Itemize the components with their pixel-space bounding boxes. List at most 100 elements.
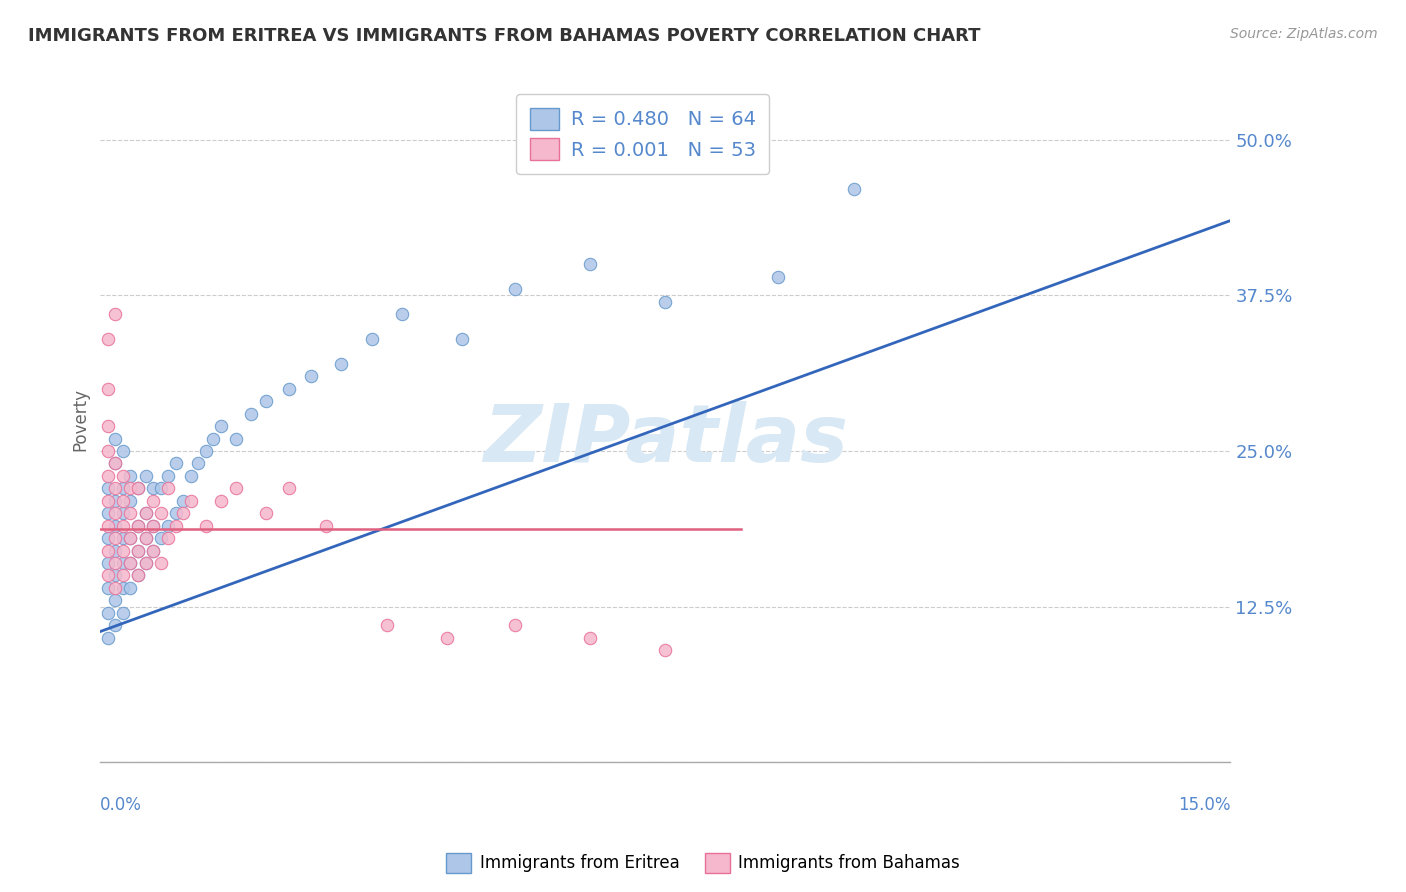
- Point: [97, 606, 120, 620]
- Point: [120, 531, 142, 545]
- Point: [157, 481, 180, 495]
- Point: [111, 468, 134, 483]
- Point: [360, 332, 382, 346]
- Point: [149, 481, 172, 495]
- Point: [120, 468, 142, 483]
- Point: [104, 506, 127, 520]
- Point: [165, 457, 187, 471]
- Point: [111, 444, 134, 458]
- Point: [111, 581, 134, 595]
- Point: [135, 506, 157, 520]
- Point: [97, 568, 120, 582]
- Point: [127, 543, 149, 558]
- Point: [104, 457, 127, 471]
- Point: [104, 581, 127, 595]
- Point: [579, 631, 602, 645]
- Point: [451, 332, 474, 346]
- Point: [142, 518, 165, 533]
- Point: [157, 518, 180, 533]
- Point: [97, 468, 120, 483]
- Point: [104, 568, 127, 582]
- Point: [180, 468, 202, 483]
- Point: [142, 481, 165, 495]
- Point: [111, 506, 134, 520]
- Point: [127, 518, 149, 533]
- Point: [127, 568, 149, 582]
- Point: [97, 481, 120, 495]
- Point: [135, 506, 157, 520]
- Point: [111, 518, 134, 533]
- Point: [165, 518, 187, 533]
- Point: [104, 543, 127, 558]
- Point: [172, 493, 194, 508]
- Point: [104, 556, 127, 570]
- Point: [120, 556, 142, 570]
- Point: [277, 481, 299, 495]
- Point: [172, 506, 194, 520]
- Point: [579, 257, 602, 271]
- Legend: R = 0.480   N = 64, R = 0.001   N = 53: R = 0.480 N = 64, R = 0.001 N = 53: [516, 94, 769, 174]
- Legend: Immigrants from Eritrea, Immigrants from Bahamas: Immigrants from Eritrea, Immigrants from…: [440, 847, 966, 880]
- Point: [277, 382, 299, 396]
- Point: [97, 631, 120, 645]
- Point: [375, 618, 398, 632]
- Point: [97, 581, 120, 595]
- Point: [299, 369, 322, 384]
- Point: [254, 506, 277, 520]
- Point: [127, 481, 149, 495]
- Point: [842, 182, 865, 196]
- Point: [503, 282, 526, 296]
- Point: [157, 468, 180, 483]
- Point: [149, 556, 172, 570]
- Y-axis label: Poverty: Poverty: [72, 388, 89, 451]
- Point: [135, 556, 157, 570]
- Point: [97, 493, 120, 508]
- Point: [330, 357, 353, 371]
- Point: [104, 432, 127, 446]
- Point: [202, 432, 225, 446]
- Point: [111, 531, 134, 545]
- Point: [254, 394, 277, 409]
- Point: [104, 593, 127, 607]
- Point: [135, 531, 157, 545]
- Point: [104, 618, 127, 632]
- Text: 0.0%: 0.0%: [100, 797, 142, 814]
- Point: [104, 481, 127, 495]
- Point: [165, 506, 187, 520]
- Text: Source: ZipAtlas.com: Source: ZipAtlas.com: [1230, 27, 1378, 41]
- Point: [120, 481, 142, 495]
- Point: [194, 444, 217, 458]
- Point: [111, 543, 134, 558]
- Point: [391, 307, 413, 321]
- Point: [120, 581, 142, 595]
- Point: [104, 518, 127, 533]
- Point: [120, 506, 142, 520]
- Point: [142, 543, 165, 558]
- Point: [97, 382, 120, 396]
- Point: [97, 444, 120, 458]
- Point: [654, 643, 676, 657]
- Point: [127, 568, 149, 582]
- Point: [97, 419, 120, 434]
- Point: [120, 531, 142, 545]
- Point: [654, 294, 676, 309]
- Point: [240, 407, 263, 421]
- Point: [97, 506, 120, 520]
- Point: [225, 432, 247, 446]
- Point: [157, 531, 180, 545]
- Point: [142, 493, 165, 508]
- Point: [142, 518, 165, 533]
- Point: [120, 556, 142, 570]
- Point: [209, 419, 232, 434]
- Point: [104, 307, 127, 321]
- Point: [97, 556, 120, 570]
- Point: [135, 531, 157, 545]
- Point: [97, 518, 120, 533]
- Point: [127, 543, 149, 558]
- Point: [111, 556, 134, 570]
- Point: [135, 556, 157, 570]
- Point: [149, 531, 172, 545]
- Point: [111, 493, 134, 508]
- Point: [111, 606, 134, 620]
- Point: [120, 493, 142, 508]
